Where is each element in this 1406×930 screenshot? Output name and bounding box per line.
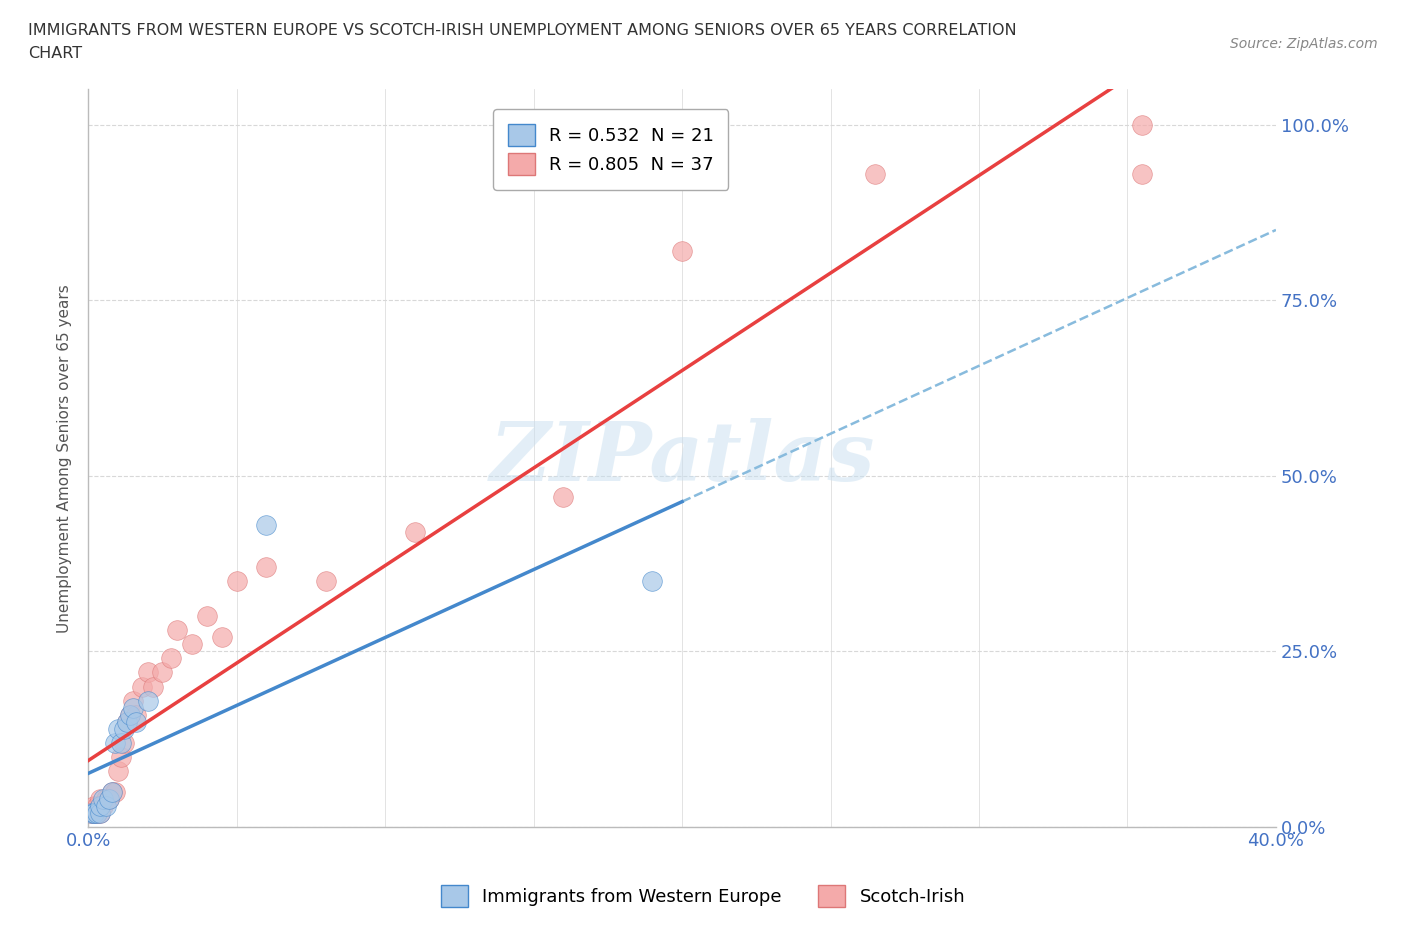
- Point: [166, 623, 188, 638]
- Point: [86, 805, 108, 820]
- Point: [112, 722, 135, 737]
- Point: [118, 707, 141, 722]
- Point: [91, 799, 114, 814]
- Point: [225, 574, 247, 589]
- Point: [404, 525, 426, 539]
- Point: [104, 785, 127, 800]
- Legend: R = 0.532  N = 21, R = 0.805  N = 37: R = 0.532 N = 21, R = 0.805 N = 37: [494, 110, 728, 190]
- Point: [254, 560, 277, 575]
- Point: [553, 489, 575, 504]
- Point: [101, 785, 124, 800]
- Y-axis label: Unemployment Among Seniors over 65 years: Unemployment Among Seniors over 65 years: [58, 284, 72, 632]
- Point: [94, 799, 117, 814]
- Point: [107, 764, 129, 778]
- Point: [118, 707, 141, 722]
- Point: [142, 679, 165, 694]
- Point: [112, 736, 135, 751]
- Point: [1130, 117, 1153, 132]
- Point: [115, 714, 138, 729]
- Point: [160, 651, 183, 666]
- Point: [641, 574, 664, 589]
- Point: [97, 791, 120, 806]
- Point: [104, 736, 127, 751]
- Point: [91, 791, 114, 806]
- Point: [83, 805, 105, 820]
- Point: [115, 714, 138, 729]
- Point: [136, 665, 159, 680]
- Point: [1130, 166, 1153, 181]
- Point: [315, 574, 337, 589]
- Point: [124, 707, 146, 722]
- Point: [83, 799, 105, 814]
- Legend: Immigrants from Western Europe, Scotch-Irish: Immigrants from Western Europe, Scotch-I…: [432, 876, 974, 916]
- Point: [89, 791, 111, 806]
- Point: [110, 736, 132, 751]
- Point: [89, 805, 111, 820]
- Point: [121, 693, 143, 708]
- Point: [94, 791, 117, 806]
- Point: [89, 805, 111, 820]
- Point: [83, 805, 105, 820]
- Point: [110, 750, 132, 764]
- Point: [86, 805, 108, 820]
- Point: [86, 799, 108, 814]
- Point: [195, 609, 218, 624]
- Point: [211, 630, 233, 644]
- Point: [89, 799, 111, 814]
- Point: [80, 805, 103, 820]
- Point: [83, 805, 105, 820]
- Text: ZIPatlas: ZIPatlas: [489, 418, 875, 498]
- Text: CHART: CHART: [28, 46, 82, 61]
- Point: [80, 805, 103, 820]
- Point: [131, 679, 153, 694]
- Point: [181, 637, 204, 652]
- Point: [97, 791, 120, 806]
- Text: IMMIGRANTS FROM WESTERN EUROPE VS SCOTCH-IRISH UNEMPLOYMENT AMONG SENIORS OVER 6: IMMIGRANTS FROM WESTERN EUROPE VS SCOTCH…: [28, 23, 1017, 38]
- Point: [671, 244, 693, 259]
- Point: [136, 693, 159, 708]
- Point: [121, 700, 143, 715]
- Point: [254, 517, 277, 532]
- Point: [107, 722, 129, 737]
- Point: [101, 785, 124, 800]
- Text: Source: ZipAtlas.com: Source: ZipAtlas.com: [1230, 37, 1378, 51]
- Point: [150, 665, 173, 680]
- Point: [863, 166, 886, 181]
- Point: [124, 714, 146, 729]
